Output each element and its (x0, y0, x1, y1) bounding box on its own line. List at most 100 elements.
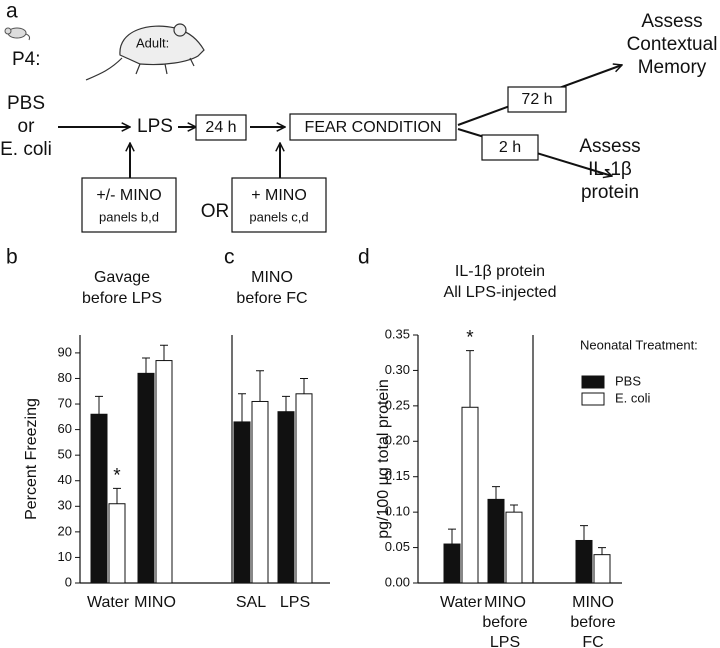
bar (575, 539, 593, 584)
y-tick-label: 0.35 (385, 326, 410, 341)
y-tick-label: 10 (58, 549, 72, 564)
x-tick-label: Water (87, 594, 130, 611)
outcome-label: Assess Contextual Memory (627, 11, 718, 78)
adult-icon (85, 23, 205, 81)
treatment-panels: panels b,d (99, 209, 159, 224)
legend-label: E. coli (615, 390, 651, 405)
y-tick-label: 60 (58, 421, 72, 436)
y-axis-label: pg/100 µg total protein (375, 379, 392, 539)
panel-label: b (6, 246, 18, 269)
error-bar (160, 344, 168, 361)
y-tick-label: 80 (58, 370, 72, 385)
x-tick-label: MINO (134, 594, 176, 611)
y-axis-label: Percent Freezing (23, 398, 40, 520)
bar (233, 421, 251, 584)
x-tick-label: MINO before FC (570, 594, 615, 648)
y-tick-label: 0.20 (385, 433, 410, 448)
or-label: OR (201, 201, 230, 222)
outcome-label: Assess IL-1β protein (579, 136, 640, 203)
delay-label: 2 h (499, 139, 521, 156)
y-tick-label: 0.15 (385, 468, 410, 483)
y-tick-label: 0.05 (385, 539, 410, 554)
delay-box (481, 134, 539, 161)
error-bar (580, 525, 588, 541)
treatment-label: +/- MINO (96, 187, 161, 204)
bar (277, 411, 295, 584)
text-line: PBS (7, 93, 45, 114)
adult-label: Adult: (136, 35, 169, 50)
error-bar (448, 528, 456, 545)
error-bar (510, 504, 518, 513)
annotation: * (466, 328, 474, 349)
error-bar (300, 377, 308, 394)
y-tick-label: 0.10 (385, 504, 410, 519)
y-tick-label: 0.25 (385, 397, 410, 412)
legend-swatch (581, 375, 605, 389)
y-tick-label: 30 (58, 498, 72, 513)
x-tick-label: MINO before LPS (482, 594, 527, 648)
chart-title: Gavage before LPS (82, 269, 162, 307)
legend-swatch (581, 392, 605, 406)
chart-title: IL-1β protein All LPS-injected (444, 263, 557, 301)
x-tick-label: SAL (236, 594, 266, 611)
text-line: Gavage (94, 269, 150, 286)
text-line: Assess (579, 136, 640, 157)
treatment-label: + MINO (251, 187, 307, 204)
panel-label: a (6, 0, 18, 23)
delay-label: 24 h (205, 119, 236, 136)
error-bar (113, 487, 121, 504)
bar (155, 360, 173, 584)
bar (505, 511, 523, 584)
y-tick-label: 40 (58, 472, 72, 487)
annotation: * (113, 465, 121, 486)
y-tick-label: 70 (58, 395, 72, 410)
text-line: before (482, 614, 527, 631)
text-line: FC (582, 634, 603, 648)
y-tick-label: 90 (58, 344, 72, 359)
injection-label: PBS or E. coli (0, 93, 52, 160)
y-tick-label: 0.30 (385, 362, 410, 377)
error-bar (598, 547, 606, 555)
legend-label: PBS (615, 373, 641, 388)
treatment-box (231, 177, 327, 233)
error-bar (142, 357, 150, 374)
error-bar (492, 486, 500, 500)
age-label: P4: (12, 49, 41, 70)
fear-box (289, 113, 457, 141)
x-tick-label: Water (440, 594, 483, 611)
bar (487, 498, 505, 584)
chart-title: MINO before FC (236, 269, 307, 307)
panel-label: c (224, 246, 235, 269)
error-bar (282, 395, 290, 412)
bar (251, 400, 269, 584)
text-line: E. coli (0, 139, 52, 160)
y-tick-label: 50 (58, 447, 72, 462)
text-line: MINO (484, 594, 526, 611)
bar (295, 393, 313, 584)
treatment-box (81, 177, 177, 233)
text-line: Assess (641, 11, 702, 32)
text-line: MINO (572, 594, 614, 611)
error-bar (95, 395, 103, 415)
text-line: before LPS (82, 290, 162, 307)
text-line: All LPS-injected (444, 284, 557, 301)
error-bar (238, 393, 246, 422)
delay-label: 72 h (521, 91, 552, 108)
text-line: before FC (236, 290, 307, 307)
lps-label: LPS (137, 116, 173, 137)
bar (593, 554, 611, 584)
delay-box (195, 114, 247, 141)
y-tick-label: 0 (65, 574, 72, 589)
text-line: Contextual (627, 34, 718, 55)
text-line: IL-1β (588, 159, 632, 180)
text-line: MINO (251, 269, 293, 286)
text-line: protein (581, 182, 639, 203)
text-line: IL-1β protein (455, 263, 545, 280)
fear-label: FEAR CONDITION (305, 119, 442, 136)
delay-box (507, 86, 567, 113)
bar (90, 413, 108, 584)
bar (461, 406, 479, 584)
text-line: Memory (638, 57, 707, 78)
text-line: or (18, 116, 36, 137)
